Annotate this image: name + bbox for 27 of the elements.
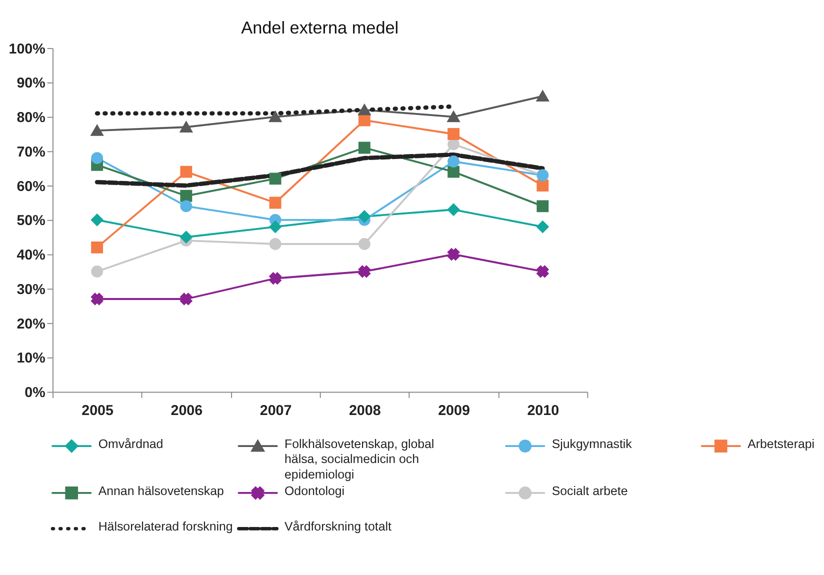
y-tick-label: 90%	[16, 76, 46, 92]
y-tick-label: 30%	[16, 282, 46, 298]
y-tick-label: 10%	[16, 350, 46, 367]
legend-label: Annan hälsovetenskap	[98, 484, 224, 498]
legend-label: Sjukgymnastik	[552, 436, 633, 451]
y-tick-label: 80%	[16, 110, 46, 126]
y-tick-label: 20%	[16, 316, 46, 332]
x-tick-label: 2006	[170, 403, 203, 420]
legend-label: Hälsorelaterad forskning	[98, 520, 233, 534]
legend-label: Arbetsterapi	[748, 436, 815, 451]
x-tick-label: 2008	[348, 403, 381, 420]
y-tick-label: 0%	[24, 385, 46, 402]
x-tick-label: 2005	[82, 403, 114, 420]
y-tick-label: 60%	[16, 178, 46, 195]
legend-label: Vårdforskning totalt	[284, 520, 392, 534]
y-tick-label: 100%	[8, 41, 46, 58]
x-tick-label: 2010	[527, 403, 560, 420]
legend-label: Omvårdnad	[98, 436, 164, 451]
legend-label: Folkhälsovetenskap, global hälsa, socialmedicin och epidemiologi	[284, 436, 434, 482]
x-tick-label: 2007	[260, 403, 292, 420]
legend-label: Socialt arbete	[552, 484, 628, 498]
legend-label: Odontologi	[284, 484, 345, 498]
y-tick-label: 70%	[16, 144, 46, 160]
y-tick-label: 50%	[16, 213, 46, 230]
chart-title: Andel externa medel	[241, 18, 399, 38]
x-tick-label: 2009	[438, 403, 470, 420]
y-tick-label: 40%	[16, 248, 46, 264]
